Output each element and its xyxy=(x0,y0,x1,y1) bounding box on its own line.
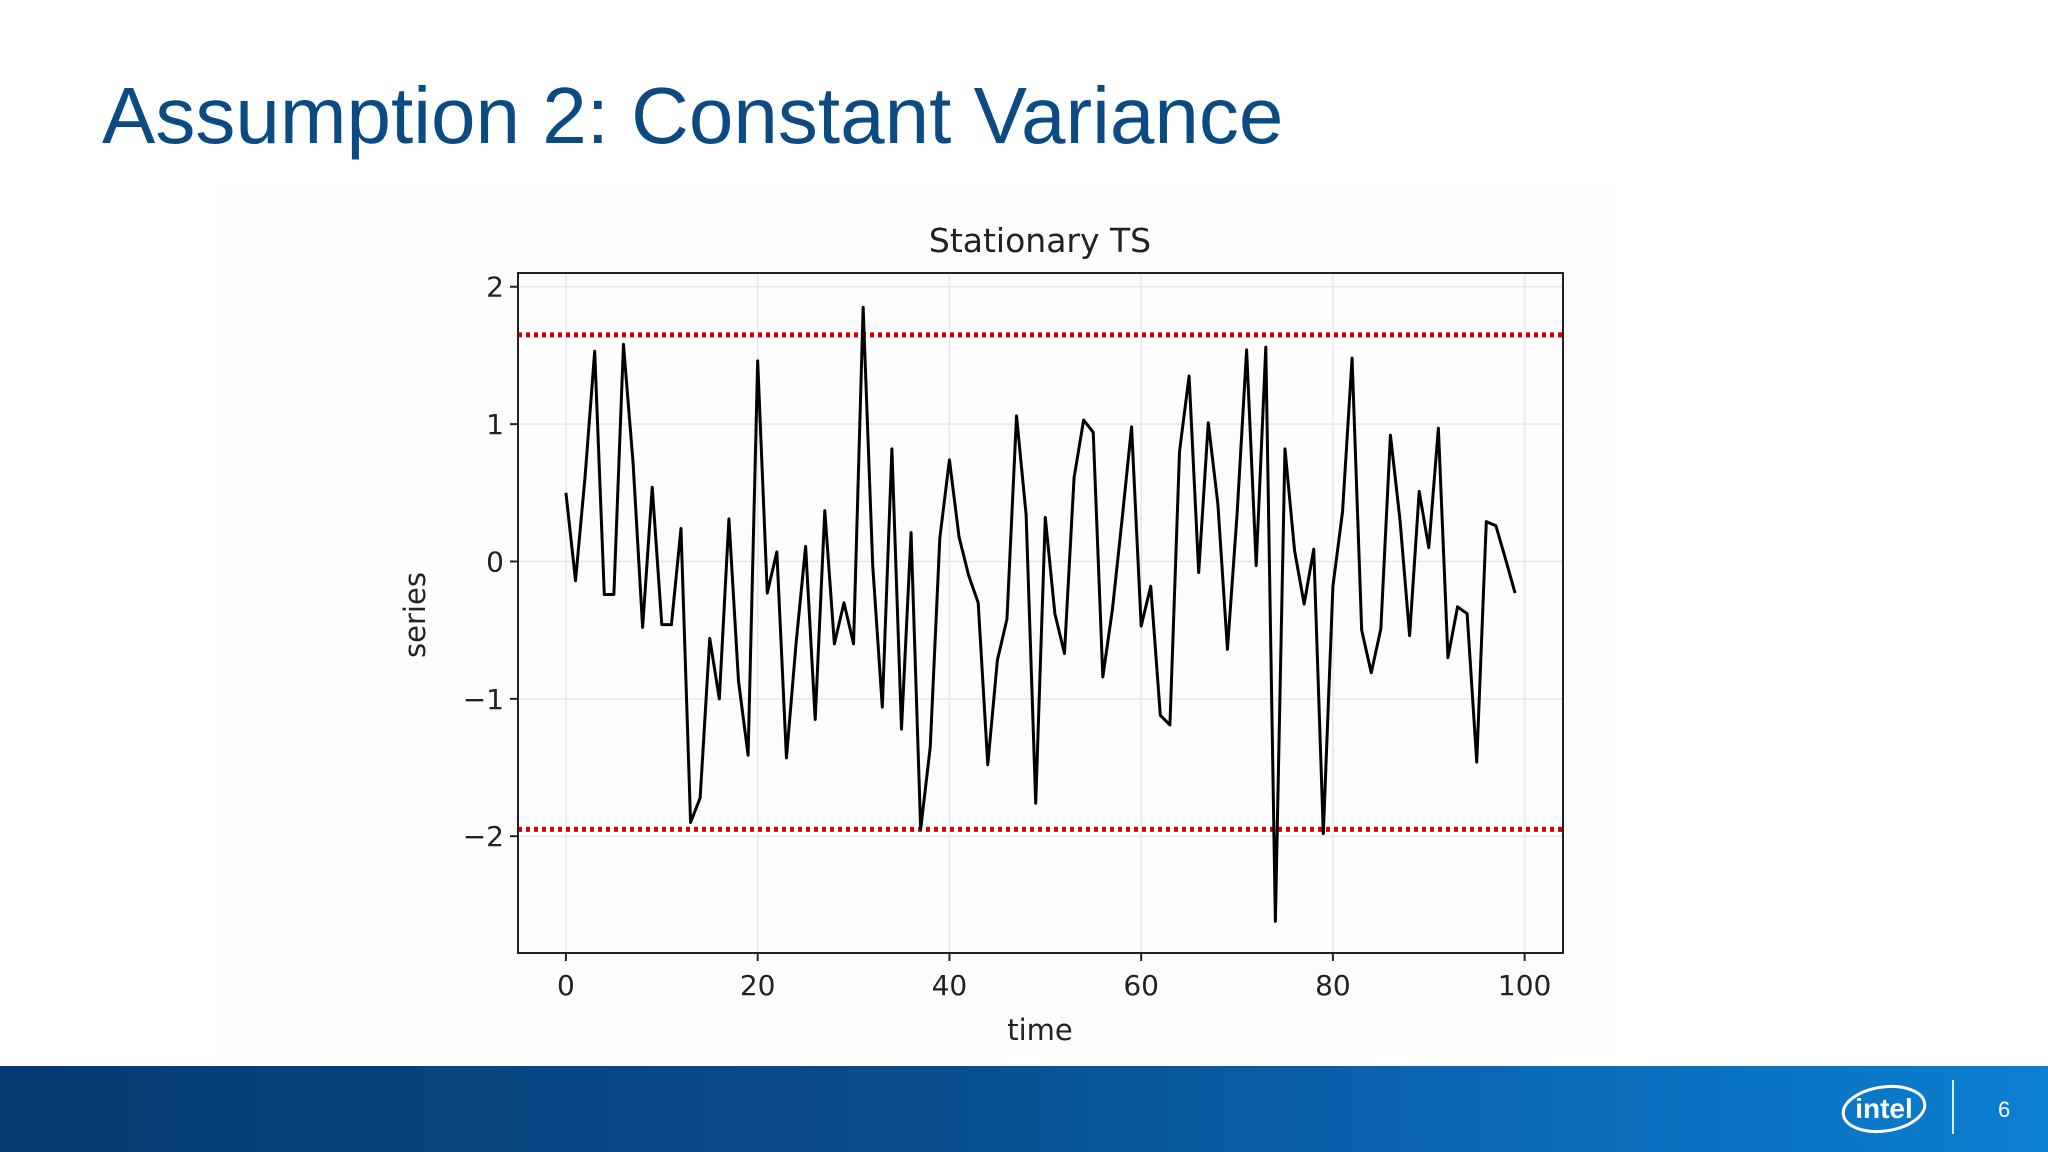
y-tick-label: 2 xyxy=(486,271,504,304)
y-tick-label: 1 xyxy=(486,408,504,441)
series-layer xyxy=(564,305,1517,923)
y-tick-label: −2 xyxy=(463,820,504,853)
plot-frame xyxy=(517,272,1564,954)
y-tick-label: −1 xyxy=(463,683,504,716)
stationary-ts-chart: 0 20 40 60 80 100 2 1 0 −1 −2 Stationary TS time s… xyxy=(398,221,1564,1047)
chart-title: Stationary TS xyxy=(929,221,1151,260)
y-axis-label: series xyxy=(398,572,432,658)
x-tick-label: 100 xyxy=(1498,969,1551,1002)
x-axis-label: time xyxy=(1007,1013,1073,1047)
footer-divider xyxy=(1952,1080,1954,1134)
series-line xyxy=(564,305,1517,923)
page-number: 6 xyxy=(1998,1097,2011,1122)
chart-area: 0 20 40 60 80 100 2 1 0 −1 −2 Stationary TS time s… xyxy=(220,185,1610,1055)
x-tick-label: 20 xyxy=(740,969,776,1002)
intel-logo-text: intel xyxy=(1855,1093,1913,1124)
x-tick-label: 60 xyxy=(1123,969,1159,1002)
slide-title: Assumption 2: Constant Variance xyxy=(102,71,1284,160)
intel-logo: intel xyxy=(1841,1084,1927,1134)
bounds-layer xyxy=(518,332,1563,832)
x-tick-label: 0 xyxy=(557,969,575,1002)
footer-bar xyxy=(0,1066,2048,1152)
y-tick-label: 0 xyxy=(486,545,504,578)
x-tick-label: 80 xyxy=(1315,969,1351,1002)
x-tick-label: 40 xyxy=(932,969,968,1002)
ticks-layer: 0 20 40 60 80 100 2 1 0 −1 −2 xyxy=(463,271,1552,1002)
